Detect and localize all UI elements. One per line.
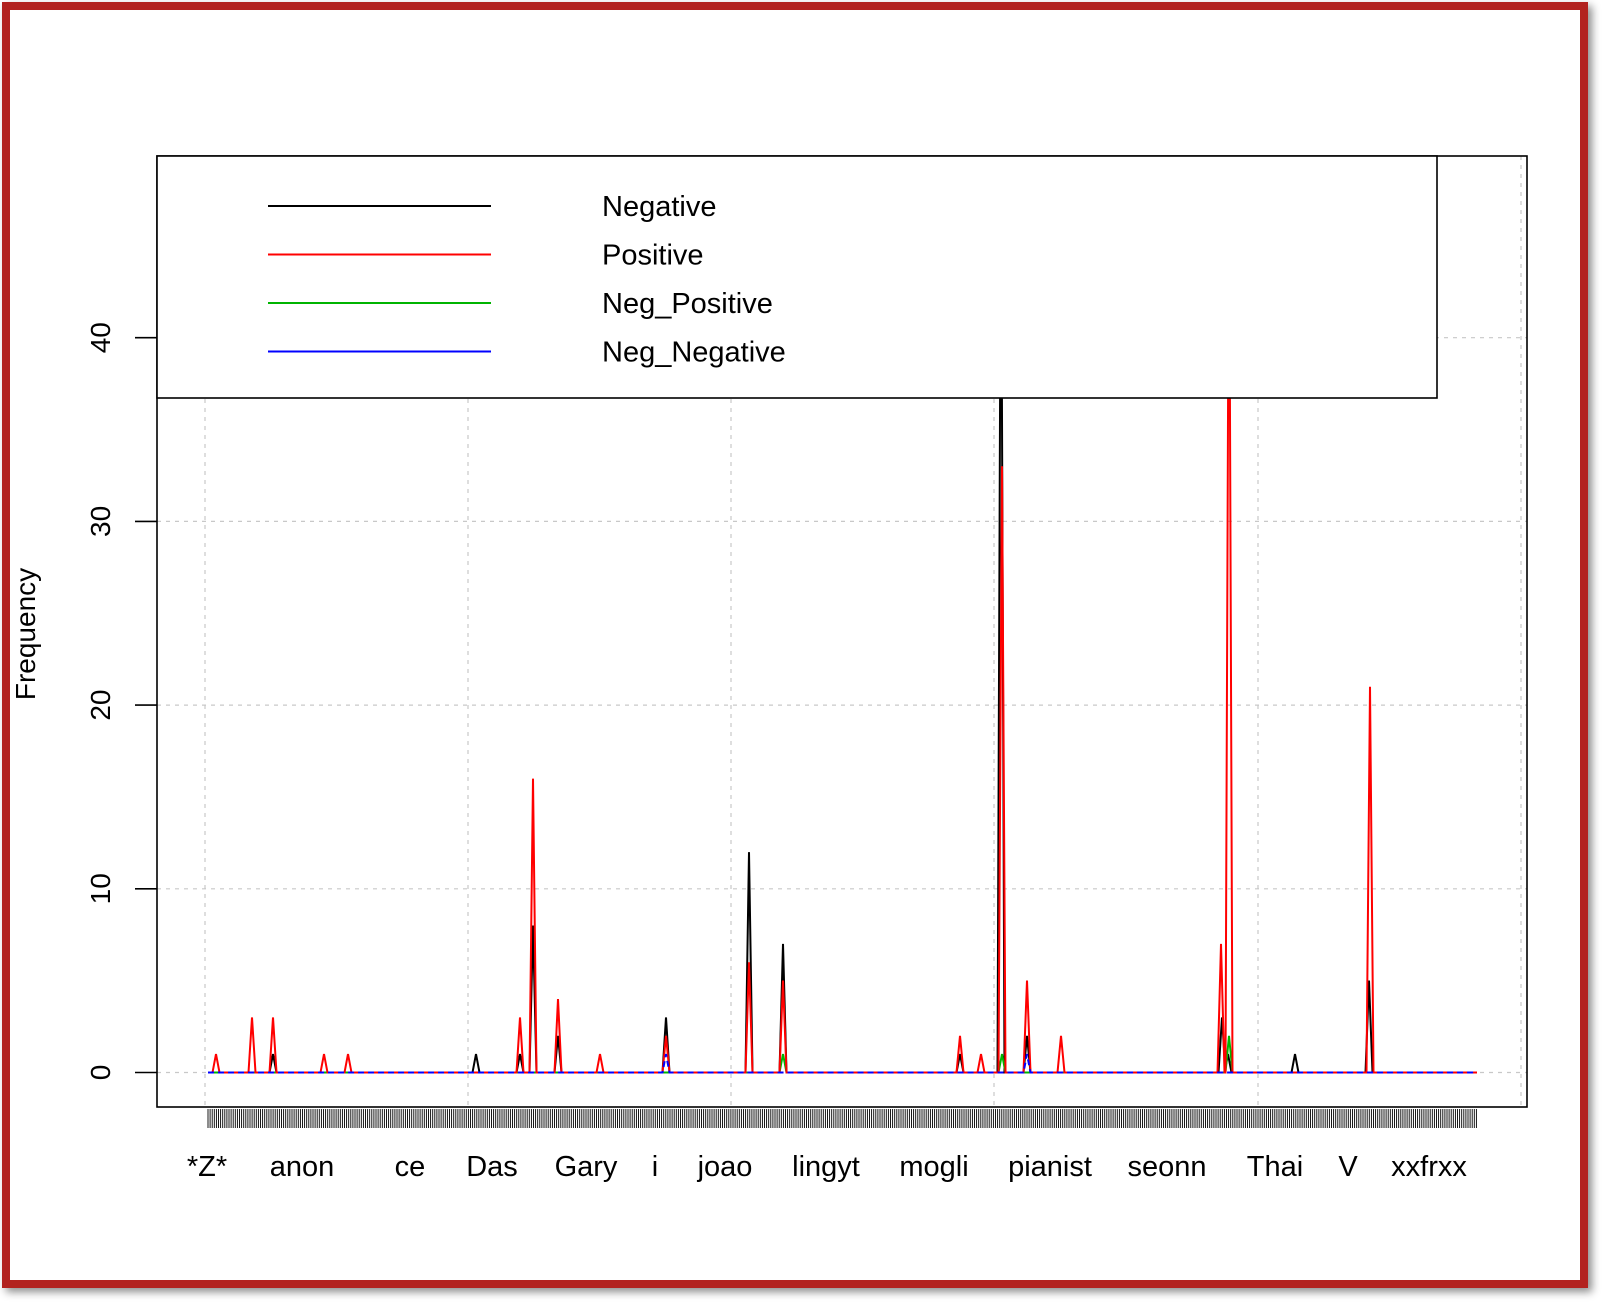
x-tick-label-1: anon	[270, 1151, 335, 1183]
x-tick-label-3: Das	[466, 1151, 518, 1183]
x-tick-label-9: pianist	[1008, 1151, 1092, 1183]
y-axis-label: Frequency	[10, 568, 41, 700]
x-axis-ticks	[207, 1109, 1477, 1128]
x-tick-label-0: *Z*	[187, 1151, 227, 1183]
x-tick-label-12: V	[1338, 1151, 1358, 1183]
legend-label-2: Neg_Positive	[602, 288, 773, 320]
series-line-neg-negative	[208, 1053, 1477, 1074]
legend-box	[156, 155, 1438, 399]
x-tick-comb	[207, 1109, 1477, 1128]
y-tick-label-3: 30	[85, 506, 116, 537]
y-tick-label-1: 10	[85, 873, 116, 904]
x-tick-label-5: i	[652, 1151, 658, 1183]
x-tick-label-10: seonn	[1127, 1151, 1206, 1183]
x-tick-label-8: mogli	[899, 1151, 968, 1183]
series-line-positive	[208, 156, 1477, 1074]
legend-label-1: Positive	[602, 240, 704, 272]
legend: Negative Positive Neg_Positive Neg_Negative	[156, 155, 1438, 399]
x-tick-label-6: joao	[697, 1151, 753, 1183]
series-lines	[208, 156, 1477, 1074]
y-tick-label-2: 20	[85, 690, 116, 721]
x-tick-label-13: xxfrxx	[1391, 1151, 1467, 1183]
series-line-neg-positive	[208, 1035, 1477, 1074]
y-axis: 0 10 20 30 40	[85, 322, 157, 1080]
x-tick-label-7: lingyt	[792, 1151, 860, 1183]
y-tick-label-4: 40	[85, 322, 116, 353]
x-tick-label-2: ce	[395, 1151, 426, 1183]
y-tick-label-0: 0	[85, 1065, 116, 1081]
x-axis-labels: *Z* anon ce Das Gary i joao lingyt mogli pianist s…	[187, 1151, 1468, 1183]
series-line-negative	[208, 156, 1477, 1074]
legend-label-3: Neg_Negative	[602, 337, 786, 369]
x-tick-label-11: Thai	[1247, 1151, 1303, 1183]
legend-label-0: Negative	[602, 191, 716, 223]
x-tick-label-4: Gary	[555, 1151, 618, 1183]
